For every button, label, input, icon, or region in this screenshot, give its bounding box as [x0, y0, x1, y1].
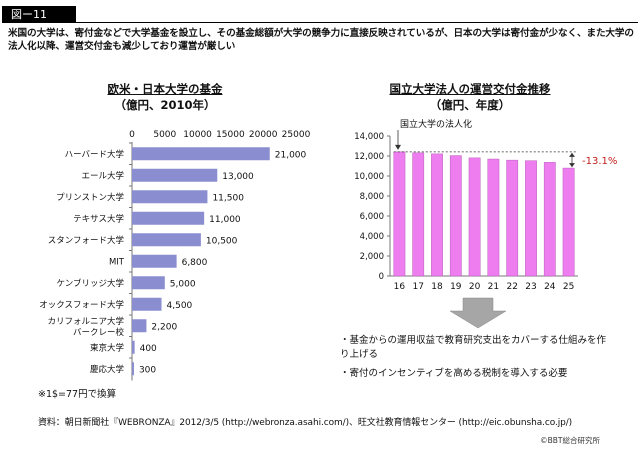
value-label: 10,500 — [206, 236, 238, 246]
bar — [132, 147, 270, 161]
x-tick-label: 10000 — [183, 130, 212, 140]
category-label: テキサス大学 — [73, 213, 124, 224]
x-tick-label: 18 — [431, 282, 443, 292]
value-label: 21,000 — [275, 150, 307, 160]
source-text: 資料：朝日新聞社『WEBRONZA』2012/3/5 (http://webro… — [38, 418, 573, 428]
x-tick-label: 21 — [488, 282, 499, 292]
bar — [132, 362, 134, 376]
annotation-arrowhead — [395, 144, 401, 150]
y-tick-label: 2,000 — [360, 252, 384, 262]
bar — [431, 153, 443, 277]
value-label: 2,200 — [151, 322, 177, 332]
bar — [393, 151, 406, 277]
bar — [132, 319, 147, 333]
bullet-item: ・基金からの運用収益で教育研究支出をカバーする仕組みを作り上げる — [340, 335, 607, 360]
figure-tag: 図ー11 — [2, 6, 76, 23]
x-tick-label: 0 — [129, 130, 135, 140]
category-label: オックスフォード大学 — [39, 299, 124, 310]
bar — [412, 152, 425, 277]
x-tick-label: 25 — [563, 282, 574, 292]
x-tick-label: 5000 — [153, 130, 176, 140]
value-label: 300 — [139, 365, 156, 375]
down-arrow-icon — [449, 297, 507, 329]
x-tick-label: 15000 — [216, 130, 245, 140]
left-chart-subtitle: （億円、2010年） — [114, 98, 216, 112]
category-label: エール大学 — [81, 170, 124, 181]
x-tick-label: 22 — [506, 282, 517, 292]
y-tick-label: 8,000 — [360, 192, 384, 202]
header-rule — [2, 22, 638, 23]
bar — [132, 190, 208, 204]
left-chart-title: 欧米・日本大学の基金 — [107, 82, 223, 96]
bar — [132, 211, 205, 225]
value-label: 11,500 — [212, 193, 244, 203]
x-tick-label: 24 — [544, 282, 556, 292]
change-arrow-down — [569, 163, 575, 168]
copyright-text: ©BBT総合研究所 — [540, 436, 600, 445]
y-tick-label: 12,000 — [354, 152, 384, 162]
category-label: MIT — [109, 257, 125, 267]
y-tick-label: 4,000 — [360, 232, 384, 242]
value-label: 6,800 — [182, 258, 208, 268]
right-chart-subtitle: （億円、年度） — [429, 98, 511, 112]
right-chart-title-block: 国立大学法人の運営交付金推移 （億円、年度） — [350, 81, 590, 113]
bar — [449, 155, 462, 277]
x-tick-label: 20 — [469, 282, 481, 292]
bar — [506, 159, 519, 277]
x-tick-label: 19 — [450, 282, 462, 292]
bullet-list: ・基金からの運用収益で教育研究支出をカバーする仕組みを作り上げる ・寄付のインセ… — [340, 334, 610, 386]
y-tick-label: 6,000 — [360, 212, 384, 222]
bar — [543, 162, 556, 277]
category-label: ハーバード大学 — [65, 149, 125, 160]
category-label: ケンブリッジ大学 — [57, 278, 125, 289]
x-tick-label: 25000 — [282, 130, 311, 140]
left-chart-title-block: 欧米・日本大学の基金 （億円、2010年） — [40, 81, 290, 113]
bar — [132, 233, 201, 247]
value-label: 4,500 — [167, 301, 193, 311]
change-arrow-up — [569, 152, 575, 157]
x-tick-label: 17 — [412, 282, 423, 292]
bar — [468, 157, 481, 277]
category-label: カリフォルニア大学 — [47, 316, 124, 327]
y-tick-label: 0 — [379, 272, 384, 282]
x-tick-label: 20000 — [249, 130, 278, 140]
bar — [132, 168, 218, 182]
bar — [132, 254, 177, 268]
value-label: 13,000 — [222, 172, 254, 182]
bullet-item: ・寄付のインセンティブを高める税制を導入する必要 — [340, 368, 568, 379]
y-tick-label: 10,000 — [354, 172, 384, 182]
bar — [525, 160, 537, 277]
bar — [132, 297, 162, 311]
bar — [132, 340, 135, 354]
exchange-rate-note: ※1$=77円で換算 — [38, 389, 117, 400]
category-label: バークレー校 — [73, 327, 125, 338]
bar — [487, 158, 500, 277]
value-label: 400 — [140, 344, 157, 354]
bar — [562, 167, 575, 277]
value-label: 5,000 — [170, 279, 196, 289]
category-label: プリンストン大学 — [56, 192, 124, 203]
category-label: スタンフォード大学 — [48, 235, 125, 246]
category-label: 東京大学 — [90, 342, 125, 353]
change-percent-label: -13.1% — [582, 156, 617, 167]
value-label: 11,000 — [209, 215, 241, 225]
x-tick-label: 23 — [525, 282, 536, 292]
right-chart-title: 国立大学法人の運営交付金推移 — [389, 82, 551, 96]
category-label: 慶応大学 — [90, 364, 125, 375]
x-tick-label: 16 — [394, 282, 406, 292]
bar — [132, 276, 165, 290]
annotation-label: 国立大学の法人化 — [400, 118, 472, 130]
lead-text: 米国の大学は、寄付金などで大学基金を設立し、その基金総額が大学の競争力に直接反映… — [8, 28, 634, 52]
y-tick-label: 14,000 — [354, 132, 384, 142]
